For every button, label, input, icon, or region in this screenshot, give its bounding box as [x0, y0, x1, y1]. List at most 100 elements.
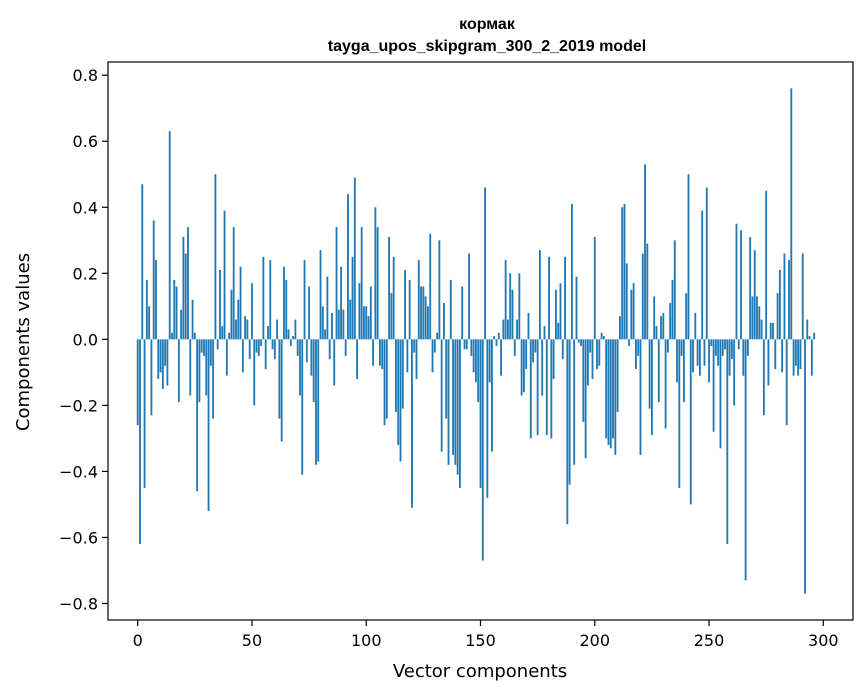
- bar-54: [260, 339, 263, 346]
- bar-182: [552, 339, 555, 379]
- bar-158: [497, 332, 500, 340]
- bar-140: [456, 339, 459, 475]
- bar-190: [571, 203, 573, 340]
- x-tick-label: 0: [133, 631, 143, 650]
- bar-256: [721, 339, 724, 356]
- bar-49: [248, 339, 251, 360]
- bar-92: [347, 194, 349, 340]
- bar-29: [203, 339, 205, 356]
- bar-263: [737, 339, 740, 350]
- bar-45: [239, 266, 242, 340]
- bar-294: [808, 336, 811, 340]
- bar-163: [509, 273, 512, 340]
- bar-13: [166, 339, 169, 386]
- bar-171: [527, 312, 530, 340]
- bar-223: [646, 243, 649, 340]
- bar-250: [708, 339, 710, 383]
- chart-title-line2: tayga_upos_skipgram_300_2_2019 model: [328, 38, 646, 55]
- bar-70: [296, 339, 299, 356]
- bar-31: [207, 339, 210, 512]
- bar-222: [644, 164, 646, 340]
- bar-181: [550, 339, 553, 439]
- bar-10: [159, 339, 162, 373]
- bar-159: [500, 339, 502, 376]
- bar-258: [726, 339, 729, 545]
- bar-275: [765, 190, 768, 340]
- y-tick-label: 0.4: [73, 198, 98, 217]
- bar-115: [399, 339, 402, 462]
- bar-287: [792, 339, 795, 376]
- bar-271: [756, 296, 758, 340]
- bar-108: [383, 339, 386, 426]
- y-tick-label: 0.2: [73, 264, 98, 283]
- bar-237: [678, 339, 681, 488]
- bar-284: [785, 339, 788, 426]
- bar-37: [221, 326, 224, 340]
- bar-206: [607, 339, 610, 446]
- bar-11: [161, 339, 164, 389]
- bar-254: [717, 339, 720, 366]
- bar-74: [305, 339, 308, 363]
- bar-123: [417, 260, 420, 340]
- bar-44: [237, 299, 240, 340]
- bar-33: [212, 339, 215, 419]
- bar-267: [746, 339, 749, 356]
- bar-193: [577, 339, 580, 343]
- bar-41: [230, 289, 233, 340]
- x-axis-label: Vector components: [393, 661, 567, 682]
- bar-88: [337, 309, 340, 340]
- bar-71: [299, 339, 301, 396]
- bar-7: [152, 220, 155, 340]
- bar-232: [666, 339, 669, 353]
- bar-101: [367, 316, 370, 340]
- bar-244: [694, 312, 697, 340]
- bar-120: [411, 339, 413, 508]
- bar-219: [637, 339, 640, 356]
- bar-162: [507, 319, 509, 340]
- y-tick-label: 0.6: [73, 132, 98, 151]
- bar-47: [244, 316, 247, 340]
- bar-35: [216, 339, 219, 350]
- bar-96: [356, 339, 359, 379]
- bar-87: [335, 227, 338, 340]
- bar-185: [559, 283, 562, 340]
- bar-192: [575, 276, 578, 340]
- bar-198: [589, 339, 592, 353]
- bar-6: [150, 339, 153, 416]
- bar-270: [753, 250, 756, 340]
- bar-138: [452, 339, 454, 455]
- x-tick-label: 150: [465, 631, 496, 650]
- bar-278: [772, 322, 774, 340]
- bar-52: [255, 339, 258, 353]
- bar-217: [632, 283, 635, 340]
- bar-167: [518, 273, 521, 340]
- bar-42: [232, 227, 235, 340]
- bar-272: [758, 306, 761, 340]
- bar-176: [539, 250, 541, 340]
- bar-128: [429, 233, 432, 340]
- bar-225: [650, 339, 653, 436]
- bar-109: [385, 339, 388, 419]
- bar-229: [660, 316, 662, 340]
- bar-94: [351, 256, 354, 340]
- bar-291: [801, 253, 804, 340]
- y-tick-label: 0.0: [73, 330, 98, 349]
- bar-110: [388, 236, 390, 340]
- bar-38: [223, 210, 226, 340]
- bar-286: [790, 88, 793, 340]
- bar-243: [692, 339, 694, 373]
- bar-126: [424, 296, 427, 340]
- bar-58: [269, 260, 272, 340]
- bar-118: [406, 339, 409, 373]
- bar-5: [148, 306, 151, 340]
- bar-292: [804, 339, 806, 594]
- bar-259: [728, 339, 731, 376]
- bar-32: [209, 339, 212, 366]
- bar-106: [379, 339, 381, 366]
- y-axis-ticks: −0.8 −0.6 −0.4 −0.2 0.0 0.2 0.4 0.6 0.8: [59, 66, 108, 613]
- bar-116: [401, 339, 404, 409]
- bar-183: [555, 289, 557, 340]
- bar-281: [778, 270, 781, 340]
- bar-76: [310, 339, 313, 376]
